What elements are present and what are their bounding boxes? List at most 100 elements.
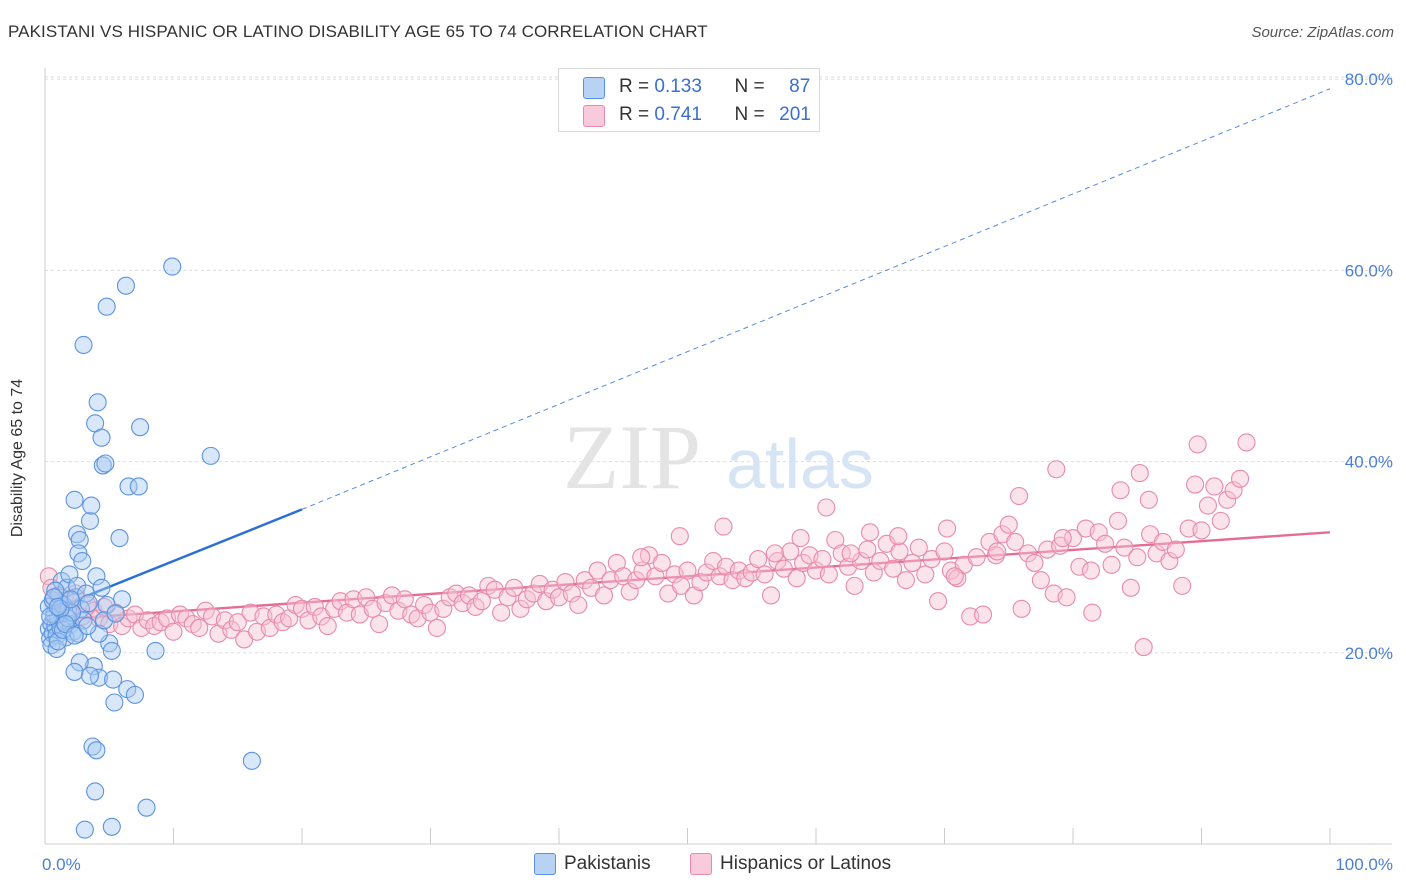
hispanic-point [813,550,832,569]
pakistani-point [105,693,124,712]
hispanic-point [569,595,588,615]
hispanic-point [1166,540,1185,559]
hispanic-points [39,433,1256,657]
pakistani-point [87,567,106,586]
pakistani-point [87,741,106,760]
pakistani-point [65,662,84,681]
hispanic-point [1231,469,1250,488]
legend-r-value: 0.741 [654,104,702,125]
hispanic-point [492,603,511,622]
legend-n-value: 87 [789,76,811,97]
pakistani-point [96,454,115,473]
hispanic-point [1031,571,1050,590]
pakistani-point [102,641,121,660]
hispanic-point [627,571,646,590]
hispanic-point [884,559,903,578]
hispanic-point [988,542,1007,561]
watermark-atlas: atlas [726,425,874,503]
pakistani-point [79,594,98,613]
pakistani-point [92,578,111,597]
hispanic-point [890,542,909,561]
pakistani-point [70,530,89,550]
pakistani-point [61,590,80,609]
pakistani-point [47,639,66,659]
hispanic-point [1211,511,1230,530]
hispanic-point [1188,435,1207,454]
hispanic-point [774,559,793,578]
pakistani-point [75,820,94,839]
legend-r-label: R = [619,76,650,97]
pakistani-point [125,685,144,704]
pakistani-point [129,477,148,496]
hispanic-point [190,618,209,637]
hispanic-point [1192,521,1211,540]
hispanic-point [1102,555,1121,574]
hispanic-point [1139,490,1158,509]
pakistani-point [65,490,84,509]
hispanic-point [357,588,376,607]
pakistani-point [88,393,107,412]
hispanic-point [395,590,414,609]
pakistani-point [80,666,100,685]
pakistani-point [93,456,112,475]
pakistani-point [84,657,103,676]
pakistani-point [110,529,129,548]
hispanic-point [652,553,671,572]
hispanic-point [1018,544,1038,563]
pakistani-point [116,276,136,295]
hispanic-point [916,565,935,584]
hispanic-point [1111,481,1130,500]
tick-labels: 20.0% 40.0% 60.0% 80.0% 0.0% 100.0% [42,70,1393,874]
hispanic-point [791,529,810,548]
hispanic-point [1025,553,1044,572]
legend-n-value: 201 [779,104,811,125]
source-label: Source: ZipAtlas.com [1251,24,1394,41]
watermark: ZIP atlas [563,406,874,508]
hispanic-point [967,548,986,567]
legend-n-label: N = [734,104,765,125]
hispanic-point [945,567,964,586]
hispanic-point [670,527,689,546]
pakistani-point [95,611,114,630]
pakistani-point [48,632,67,651]
hispanic-point [909,538,928,557]
chart-title: PAKISTANI VS HISPANIC OR LATINO DISABILI… [8,22,708,41]
legend-label: Hispanics or Latinos [720,853,892,874]
hispanic-point [935,542,954,561]
hispanic-point [511,599,530,618]
hispanic-point [889,527,908,546]
hispanic-point [841,544,860,563]
pakistani-point [92,428,111,447]
pakistani-point [106,604,125,623]
pakistani-point [73,551,92,571]
pakistani-point [242,751,261,770]
pakistani-point [82,496,101,515]
x-tick-label: 0.0% [42,855,81,874]
hispanic-point [1160,551,1179,571]
pakistani-points [39,257,261,839]
blue-swatch [534,853,556,875]
hispanic-point [864,563,883,582]
hispanic-point [903,553,922,572]
y-tick-label: 20.0% [1345,644,1393,663]
legend-r-label: R = [619,104,650,125]
hispanic-point [929,592,948,611]
blue-swatch [583,77,605,99]
hispanic-point [1053,529,1072,548]
hispanic-point [672,576,691,595]
hispanic-point [781,542,800,561]
hispanic-point [860,523,880,542]
hispanic-point [691,573,710,592]
hispanic-point [1130,464,1149,483]
hispanic-point [1089,523,1108,542]
hispanic-point [95,597,114,616]
pakistani-trend-line [44,508,303,614]
hispanic-point [504,578,524,597]
hispanic-point [714,517,733,536]
hispanic-point [999,515,1018,534]
hispanic-point [1173,576,1192,595]
hispanic-point [228,613,247,632]
hispanic-point [575,571,594,590]
legend-n-label: N = [734,76,765,97]
